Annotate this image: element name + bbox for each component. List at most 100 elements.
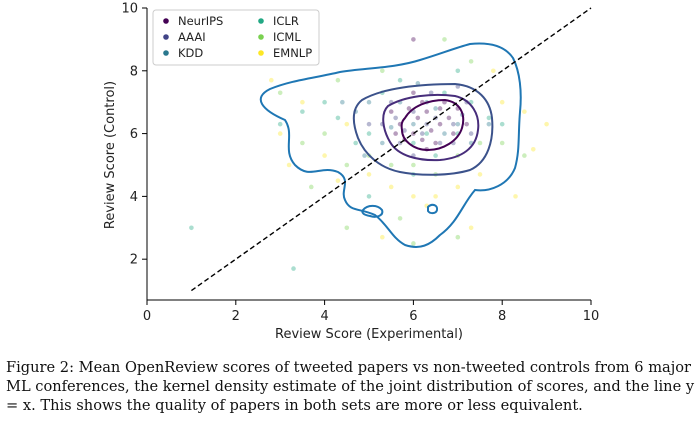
point-icml-6 [411, 162, 416, 168]
point-neurips-11 [428, 128, 434, 133]
point-iclr-18 [277, 121, 283, 127]
point-iclr-15 [366, 194, 372, 199]
point-emnlp-19 [491, 68, 496, 74]
point-neurips-7 [433, 140, 438, 146]
x-axis-label: Review Score (Experimental) [275, 327, 463, 342]
point-aaai-13 [419, 131, 425, 136]
point-iclr-9 [486, 115, 492, 121]
legend-label-aaai: AAAI [178, 30, 206, 44]
point-iclr-19 [189, 225, 194, 231]
point-iclr-17 [455, 68, 461, 74]
point-icml-18 [397, 216, 403, 221]
point-iclr-5 [424, 131, 430, 136]
legend-items: NeurIPS AAAI KDD ICLR ICML EMNLP [163, 14, 312, 60]
legend-label-neurips: NeurIPS [178, 14, 223, 28]
point-neurips-4 [451, 131, 456, 136]
point-kdd-1 [380, 140, 385, 146]
point-kdd-8 [366, 99, 372, 105]
legend-marker-neurips [163, 18, 169, 24]
point-icml-10 [499, 140, 505, 146]
point-emnlp-1 [300, 99, 305, 105]
point-icml-16 [442, 37, 447, 42]
point-aaai-10 [402, 128, 407, 133]
point-neurips-10 [415, 115, 421, 121]
point-emnlp-2 [322, 153, 327, 158]
legend-label-emnlp: EMNLP [273, 46, 312, 60]
point-icml-9 [477, 140, 483, 146]
kde-contour-3 [382, 93, 480, 162]
point-kdd-15 [486, 121, 492, 127]
point-iclr-12 [300, 109, 305, 114]
point-icml-15 [522, 153, 527, 158]
x-tick-label-6: 6 [409, 309, 417, 324]
point-aaai-14 [366, 121, 372, 127]
point-iclr-11 [433, 153, 438, 158]
point-kdd-5 [442, 131, 447, 136]
y-axis-ticks: 2 4 6 8 10 [121, 2, 147, 268]
point-aaai-17 [393, 115, 398, 121]
point-emnlp-16 [468, 225, 474, 231]
x-tick-label-0: 0 [143, 309, 151, 324]
point-aaai-5 [437, 140, 443, 146]
legend-label-kdd: KDD [178, 46, 203, 60]
scatter-chart: 0 2 4 6 8 10 2 4 6 8 10 Review Score (Experimenta… [103, 2, 599, 343]
point-neurips-20 [437, 106, 443, 111]
legend-marker-aaai [163, 34, 169, 40]
point-neurips-13 [411, 90, 416, 96]
point-iclr-6 [442, 90, 447, 96]
point-iclr-14 [499, 121, 505, 127]
y-tick-label-4: 4 [130, 190, 138, 205]
legend-label-icml: ICML [273, 30, 301, 44]
point-iclr-4 [411, 140, 416, 146]
point-emnlp-15 [335, 178, 341, 183]
x-tick-label-4: 4 [320, 309, 328, 324]
kde-contour-island-left [361, 204, 384, 218]
y-tick-label-10: 10 [121, 2, 138, 17]
kde-contour-island-right [427, 203, 439, 215]
point-emnlp-17 [380, 234, 385, 240]
point-emnlp-12 [286, 162, 292, 168]
point-icml-11 [335, 77, 341, 83]
point-neurips-2 [424, 109, 430, 114]
point-emnlp-3 [344, 121, 350, 127]
legend-marker-iclr [258, 18, 264, 24]
kde-contour-inner [400, 98, 465, 152]
legend-marker-icml [258, 34, 264, 40]
point-iclr-2 [366, 131, 372, 136]
legend-marker-kdd [163, 50, 169, 56]
point-neurips-21 [419, 137, 425, 143]
identity-line [190, 7, 592, 292]
point-emnlp-14 [544, 121, 549, 127]
point-aaai-3 [451, 121, 456, 127]
y-tick-label-2: 2 [130, 253, 138, 268]
point-icml-17 [344, 225, 350, 231]
point-emnlp-10 [499, 99, 505, 105]
x-tick-label-8: 8 [498, 309, 506, 324]
point-emnlp-5 [388, 184, 394, 190]
point-icml-3 [344, 162, 350, 168]
legend-box [152, 9, 320, 66]
point-iclr-20 [291, 266, 296, 271]
point-icml-20 [455, 234, 461, 240]
legend-marker-emnlp [258, 50, 264, 56]
point-kdd-9 [433, 106, 438, 111]
point-emnlp-11 [522, 109, 527, 114]
point-neurips-3 [437, 121, 443, 127]
point-neurips-14 [393, 131, 398, 136]
point-neurips-18 [464, 121, 469, 127]
point-aaai-16 [468, 131, 474, 136]
point-emnlp-4 [366, 172, 372, 177]
point-neurips-17 [411, 37, 416, 42]
point-icml-1 [300, 140, 305, 146]
legend: NeurIPS AAAI KDD ICLR ICML EMNLP [152, 9, 320, 66]
point-emnlp-7 [433, 194, 438, 199]
y-tick-label-6: 6 [130, 127, 138, 142]
x-axis-ticks: 0 2 4 6 8 10 [143, 300, 599, 324]
kde-contour-outer [259, 42, 522, 248]
kde-contours [259, 42, 522, 248]
point-neurips-5 [388, 109, 394, 114]
legend-label-iclr: ICLR [273, 14, 299, 28]
y-tick-label-8: 8 [130, 64, 138, 79]
point-iclr-10 [397, 77, 403, 83]
point-icml-5 [388, 162, 394, 168]
